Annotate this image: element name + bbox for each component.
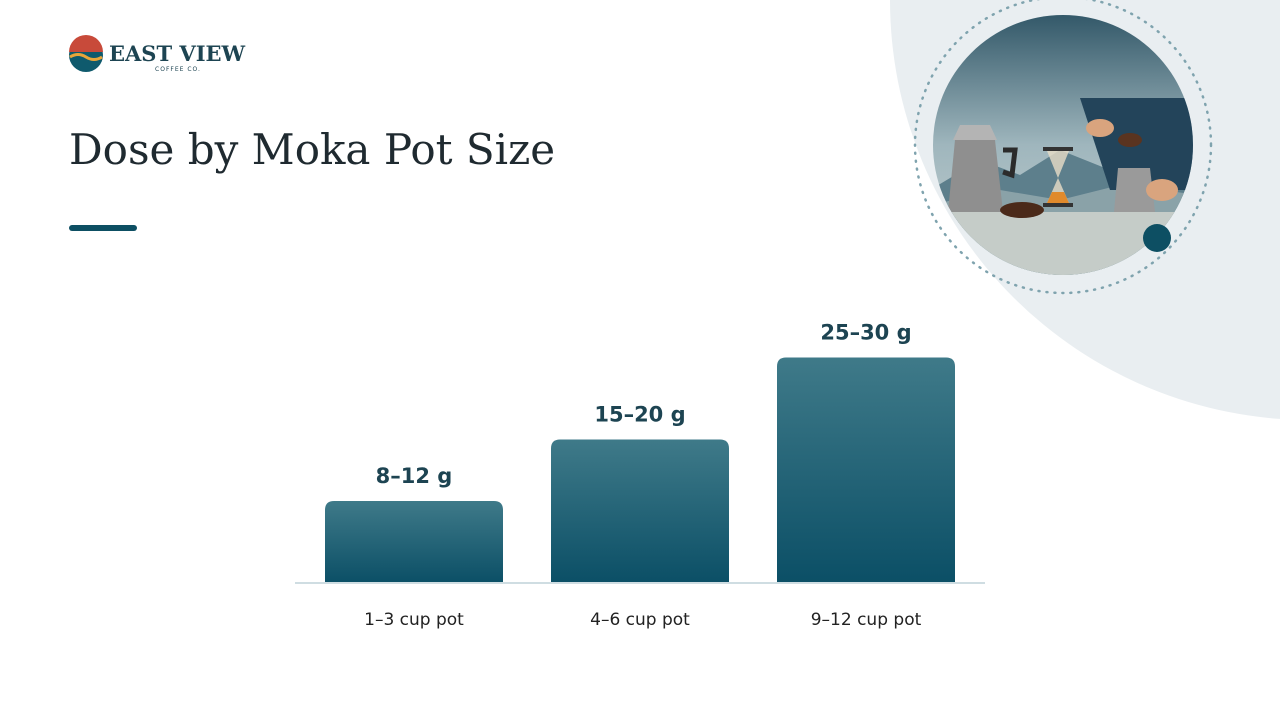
logo-name: EAST VIEW [109,41,246,66]
category-label: 4–6 cup pot [590,610,690,630]
logo: EAST VIEW COFFEE CO. [69,35,246,73]
bar [777,357,955,583]
logo-wave [69,53,103,61]
logo-sun [69,35,103,52]
dotted-ring [913,0,1213,295]
slide-title: Dose by Moka Pot Size [69,125,555,174]
value-label: 8–12 g [376,464,453,488]
bar [325,501,503,583]
category-label: 1–3 cup pot [364,610,464,630]
title-accent [69,225,137,231]
category-label: 9–12 cup pot [811,610,922,630]
value-label: 15–20 g [594,403,685,427]
accent-dot [1143,224,1171,252]
bar [551,439,729,583]
value-label: 25–30 g [820,321,911,345]
plot: 8–12 g 1–3 cup pot 15–20 g 4–6 cup pot 25–30… [295,321,985,630]
logo-tagline: COFFEE CO. [155,66,201,73]
